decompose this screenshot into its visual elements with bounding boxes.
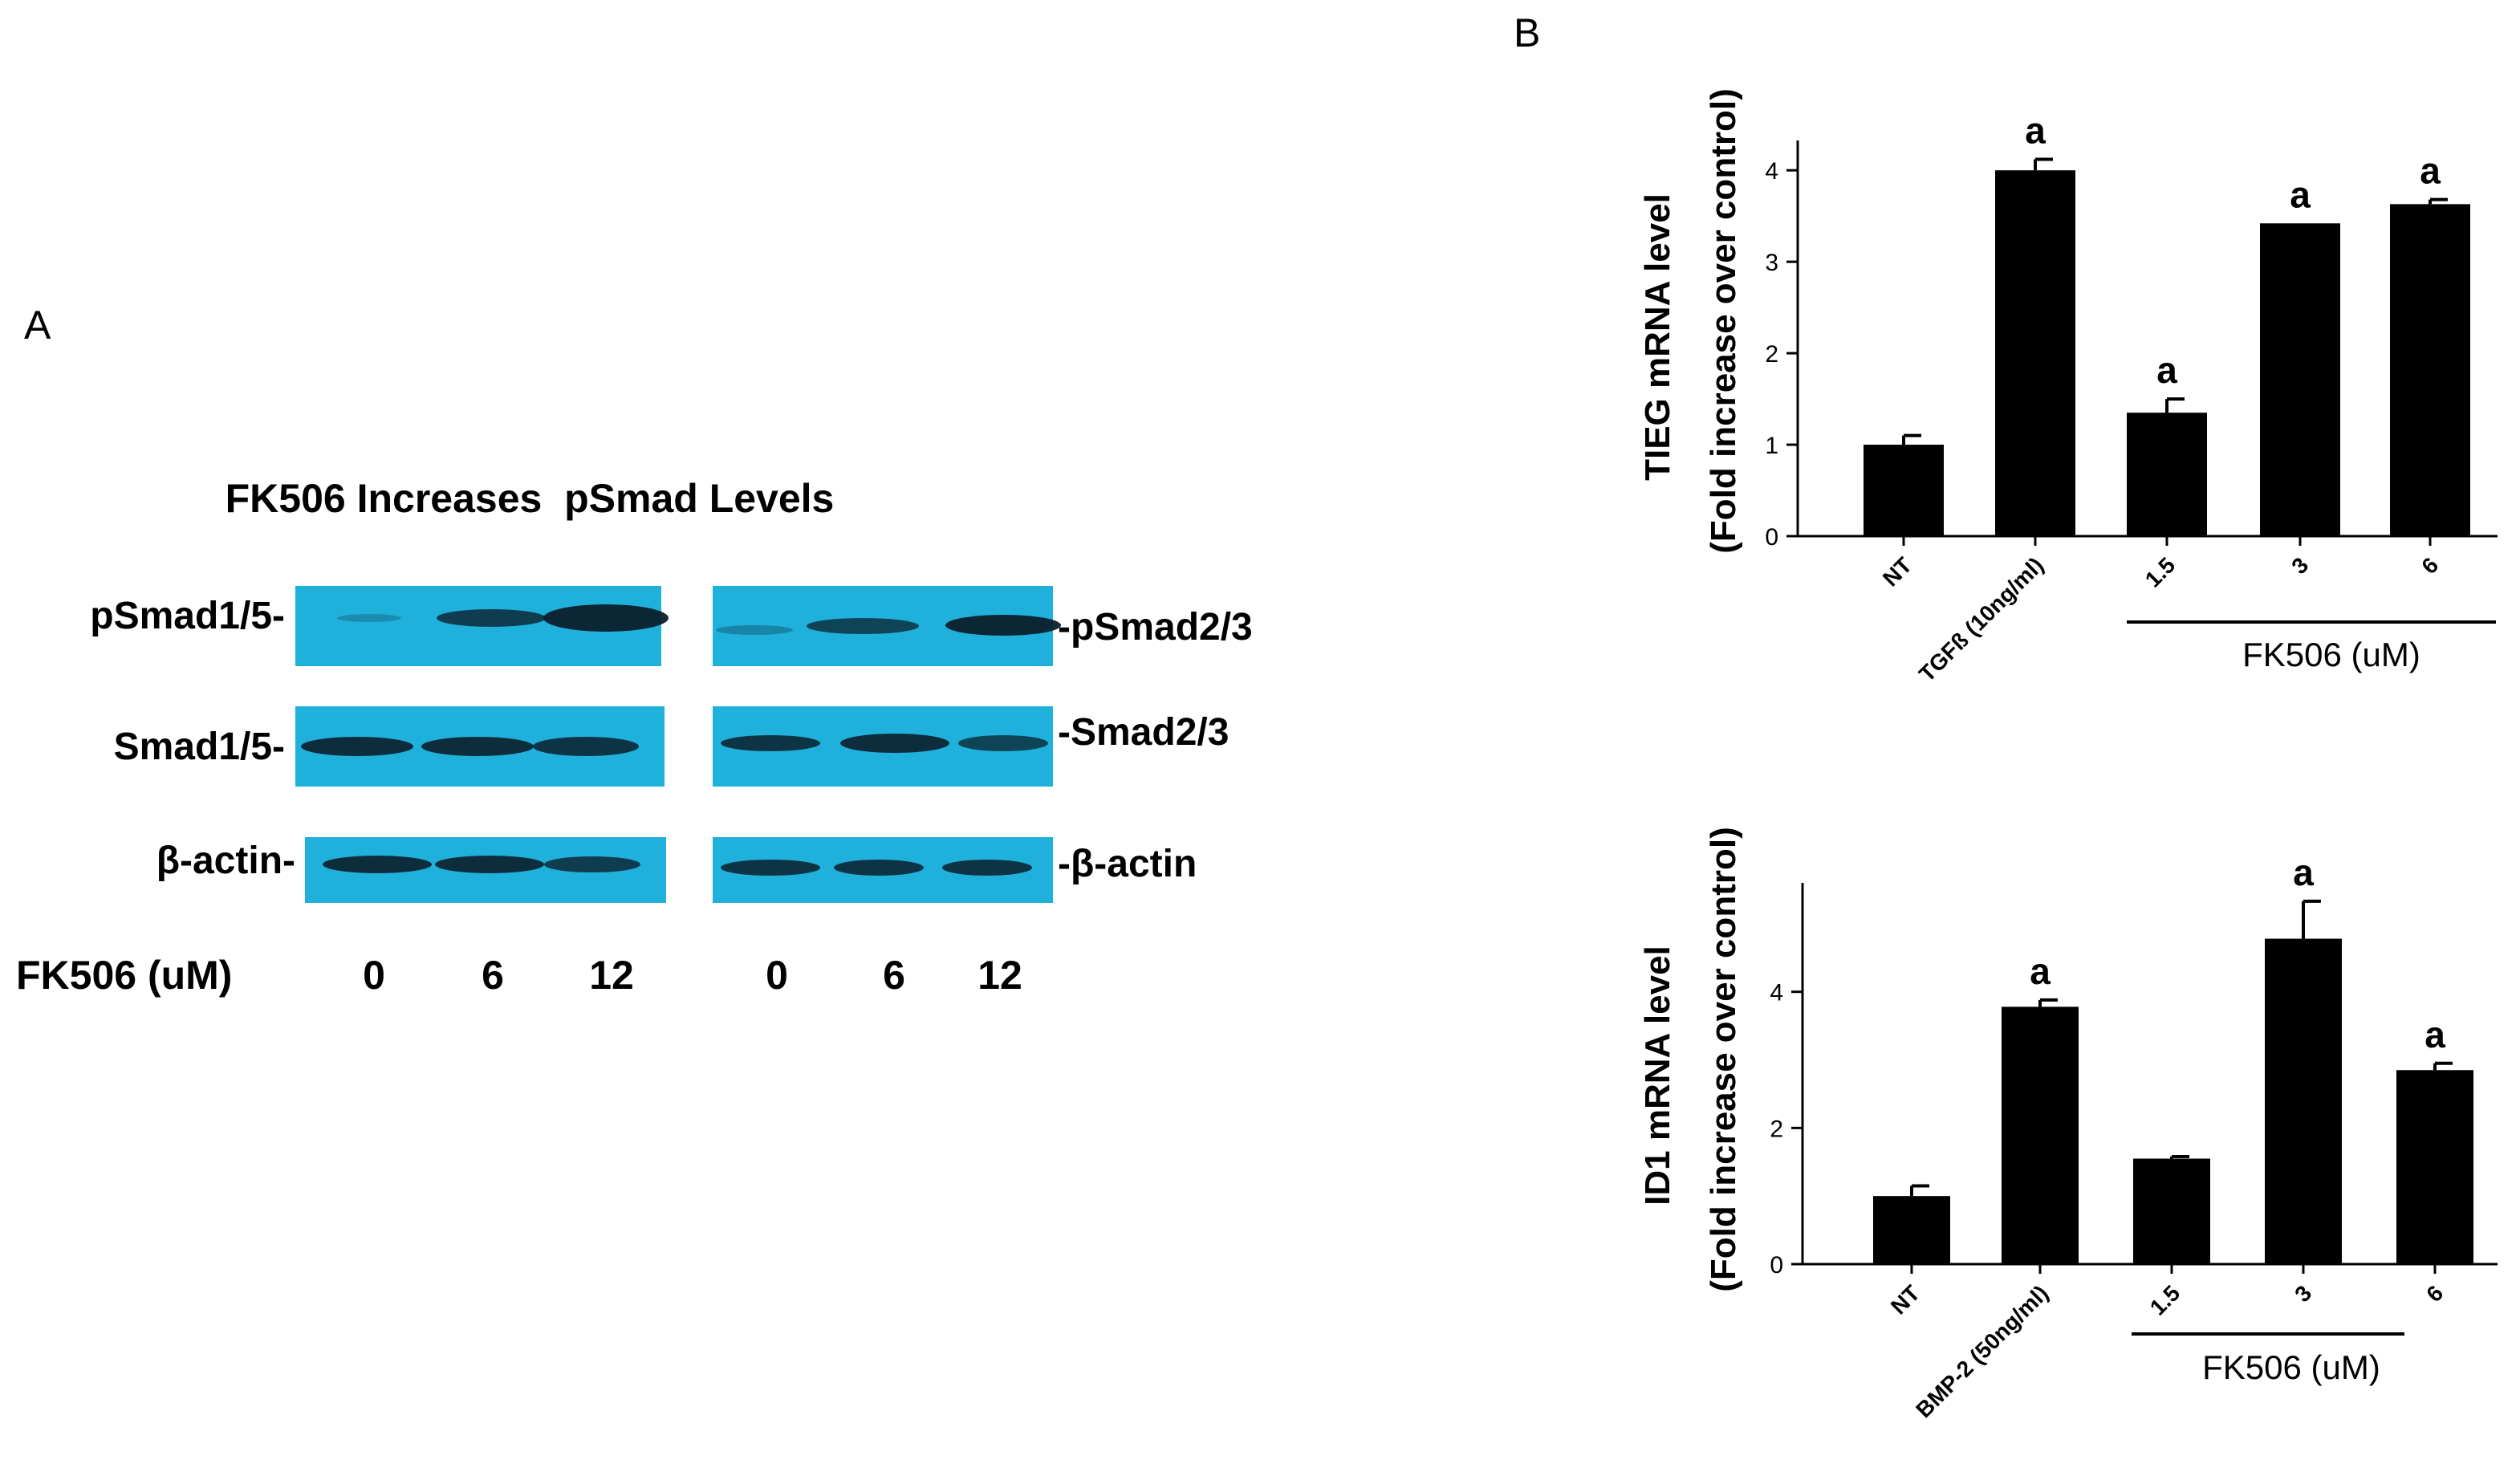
- label-psmad23: -pSmad2/3: [1058, 606, 1253, 649]
- y-axis-label: TIEG mRNA level: [1638, 193, 1677, 481]
- blot-title: FK506 Increases pSmad Levels: [226, 476, 835, 521]
- blot-band: [942, 860, 1032, 876]
- blot-band: [721, 735, 820, 751]
- blot-band: [716, 625, 793, 635]
- category-label: 3: [2286, 552, 2313, 579]
- y-tick-label: 4: [1770, 980, 1783, 1006]
- bar: [1873, 1196, 1950, 1264]
- significance-label: a: [2025, 110, 2046, 152]
- y-tick-label: 2: [1770, 1116, 1783, 1142]
- blot-band: [945, 615, 1061, 636]
- label-bactin-left: β-actin-: [156, 840, 295, 882]
- significance-label: a: [2424, 1014, 2445, 1055]
- blot-band: [543, 604, 669, 632]
- bar: [2260, 223, 2340, 536]
- significance-label: a: [2030, 950, 2051, 992]
- blot-band: [544, 856, 640, 872]
- label-smad15: Smad1/5-: [114, 726, 285, 768]
- blot-band: [834, 860, 924, 876]
- blot-band: [435, 856, 544, 873]
- panel-a-letter: A: [24, 303, 51, 348]
- y-axis-label: ID1 mRNA level: [1638, 945, 1677, 1206]
- group-label: FK506 (uM): [2202, 1348, 2380, 1386]
- bar: [2265, 938, 2342, 1264]
- category-label: BMP-2 (50ng/ml): [1911, 1280, 2053, 1422]
- blot-band: [721, 860, 820, 876]
- dose-6-left: 6: [482, 953, 504, 998]
- y-tick-label: 2: [1765, 341, 1778, 368]
- tieg-chart: TIEG mRNA level (Fold increase over contr…: [1638, 88, 2498, 686]
- category-label: 6: [2421, 1280, 2448, 1307]
- y-tick-label: 0: [1765, 524, 1778, 551]
- blot-band: [437, 609, 546, 627]
- bar: [2002, 1006, 2079, 1264]
- y-tick-label: 3: [1765, 250, 1778, 276]
- significance-label: a: [2290, 173, 2311, 215]
- bar: [1864, 445, 1944, 536]
- category-label: 1.5: [2145, 1280, 2185, 1320]
- y-tick-label: 4: [1765, 158, 1778, 185]
- bar: [2396, 1070, 2473, 1264]
- blot-band: [533, 737, 639, 756]
- dose-12-left: 12: [589, 953, 634, 998]
- category-label: 6: [2416, 552, 2443, 579]
- y-axis-label-sub: (Fold increase over control): [1704, 88, 1743, 553]
- dose-12-right: 12: [978, 953, 1022, 998]
- category-label: NT: [1886, 1280, 1925, 1319]
- blot-band: [301, 737, 413, 756]
- dose-0-right: 0: [766, 953, 788, 998]
- label-smad23: -Smad2/3: [1058, 711, 1229, 754]
- significance-label: a: [2420, 150, 2441, 192]
- label-psmad15: pSmad1/5-: [90, 595, 285, 637]
- blot-band: [421, 737, 534, 756]
- blot-band: [958, 735, 1048, 751]
- blot-band: [807, 618, 919, 634]
- y-tick-label: 0: [1770, 1252, 1783, 1279]
- category-label: 1.5: [2140, 552, 2180, 592]
- bar: [2390, 204, 2470, 537]
- dose-axis-label: FK506 (uM): [16, 953, 232, 998]
- blot-band: [840, 734, 949, 753]
- blot-band: [337, 614, 401, 622]
- id1-chart: ID1 mRNA level (Fold increase over contro…: [1638, 827, 2498, 1422]
- bar: [2127, 413, 2207, 536]
- label-bactin-right: -β-actin: [1058, 843, 1197, 885]
- dose-0-left: 0: [363, 953, 385, 998]
- group-label: FK506 (uM): [2242, 636, 2420, 673]
- category-label: 3: [2290, 1280, 2316, 1307]
- bar: [2133, 1158, 2210, 1264]
- significance-label: a: [2156, 349, 2177, 391]
- western-blot-panel: FK506 Increases pSmad Levels pSmad1/5- S…: [16, 476, 1253, 998]
- category-label: TGFß (10ng/ml): [1914, 552, 2048, 686]
- panel-b-letter: B: [1514, 10, 1540, 55]
- y-tick-label: 1: [1765, 433, 1778, 459]
- blot-band: [323, 856, 432, 873]
- dose-6-right: 6: [883, 953, 905, 998]
- bar: [1995, 170, 2075, 537]
- significance-label: a: [2293, 852, 2314, 893]
- y-axis-label-sub: (Fold increase over control): [1704, 827, 1743, 1291]
- category-label: NT: [1878, 552, 1916, 591]
